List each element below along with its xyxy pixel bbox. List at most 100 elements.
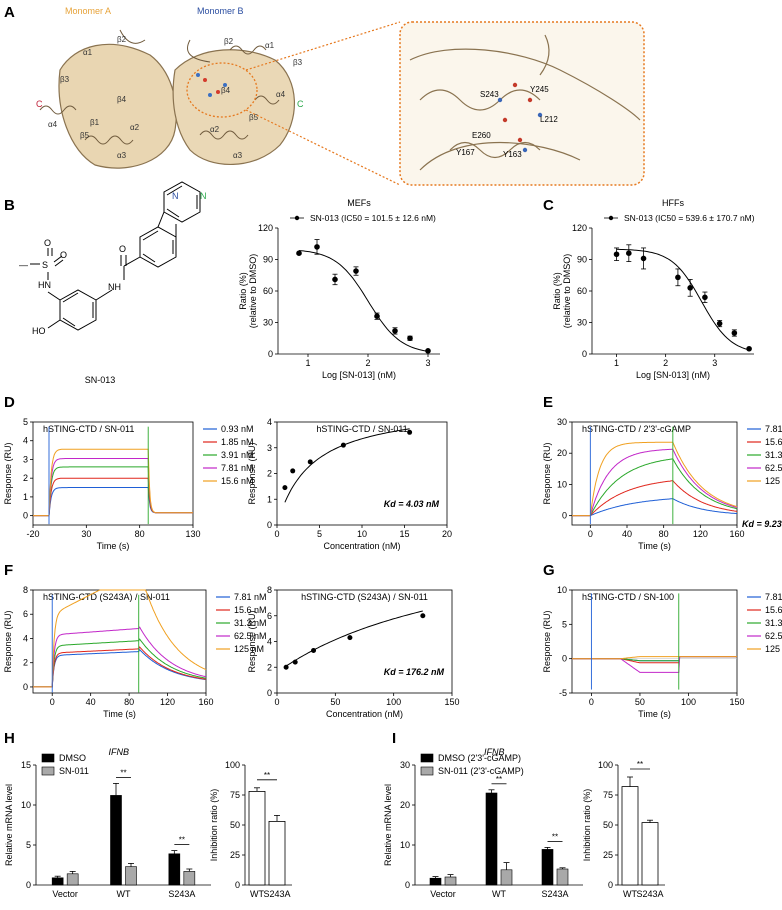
- plot-frame: [32, 421, 194, 526]
- x-tick-label: S243A: [636, 889, 663, 899]
- y-tick-label: 6: [267, 611, 272, 621]
- series-line: [33, 487, 193, 517]
- data-point: [731, 330, 738, 336]
- x-tick-label: 120: [160, 697, 175, 707]
- legend-label: 15.6 nM: [221, 476, 254, 486]
- legend-label: 125 nM: [234, 644, 264, 654]
- y-axis-label: Inhibition ratio (%): [209, 789, 219, 862]
- label-a-a2: α2: [130, 123, 140, 132]
- x-axis-label: Log [SN-013] (nM): [636, 370, 710, 380]
- y-tick-label: 2: [267, 469, 272, 479]
- chart-i-mrna-bars: 0 10 20 30 Relative mRNA level IFNB Vector WT **…: [383, 747, 583, 899]
- y-tick-label: 0: [608, 880, 613, 890]
- data-point: [702, 294, 708, 301]
- residue-y167: Y167: [456, 148, 475, 157]
- fit-curve: [298, 250, 429, 352]
- x-tick-label: 0: [588, 529, 593, 539]
- bar: [444, 876, 457, 886]
- data-point: [392, 328, 398, 334]
- chart-title: hSTING-CTD / SN-100: [582, 592, 674, 602]
- y-tick-label: 0: [405, 880, 410, 890]
- series-line: [572, 656, 737, 660]
- x-axis-label: Time (s): [103, 709, 136, 719]
- y-tick-label: 0: [582, 349, 587, 359]
- x-tick-label: 160: [198, 697, 213, 707]
- y-tick-label: 0: [562, 654, 567, 664]
- legend-label: DMSO (2'3'-cGAMP): [438, 753, 521, 763]
- bar: [429, 877, 442, 886]
- chart-h-inhibition-bars: 0 25 50 75 100 Inhibition ratio (%) WT S243A **: [209, 760, 292, 899]
- legend-label: 1.85 nM: [221, 437, 254, 447]
- bar: [183, 871, 196, 886]
- x-axis-label: Log [SN-013] (nM): [322, 370, 396, 380]
- x-tick-label: S243A: [263, 889, 290, 899]
- x-axis-label: Time (s): [638, 709, 671, 719]
- y-tick-label: 10: [557, 479, 567, 489]
- x-tick-label: 100: [681, 697, 696, 707]
- y-tick-label: 0: [26, 880, 31, 890]
- label-b-b5: β5: [249, 113, 259, 122]
- bar: [541, 849, 554, 886]
- c-terminus-a: C: [36, 99, 43, 109]
- residue-l212: L212: [540, 115, 558, 124]
- data-point: [613, 251, 620, 258]
- label-a-b4: β4: [117, 95, 127, 104]
- legend-swatch: [420, 766, 434, 776]
- legend-label: SN-013 (IC50 = 539.6 ± 170.7 nM): [624, 213, 755, 223]
- y-axis-label-secondary: (relative to DMSO): [248, 254, 258, 329]
- compound-label: SN-013: [85, 375, 116, 385]
- kd-annotation: Kd = 176.2 nM: [384, 667, 445, 677]
- x-tick-label: WT: [492, 889, 506, 899]
- label-b-a3: α3: [233, 151, 243, 160]
- y-tick-label: 100: [598, 760, 613, 770]
- chart-title: hSTING-CTD (S243A) / SN-011: [301, 592, 428, 602]
- x-tick-label: Vector: [52, 889, 78, 899]
- x-tick-label: 80: [135, 529, 145, 539]
- y-tick-label: 20: [557, 448, 567, 458]
- y-tick-label: 20: [400, 800, 410, 810]
- data-point: [425, 348, 431, 354]
- y-tick-label: 30: [263, 318, 273, 328]
- bar: [248, 791, 266, 886]
- y-axis-label-secondary: (relative to DMSO): [562, 254, 572, 329]
- kd-annotation: Kd = 9.23 nM: [742, 519, 782, 529]
- label-a-a3: α3: [117, 151, 127, 160]
- data-point: [716, 320, 723, 327]
- data-point: [283, 664, 289, 670]
- panel-letter-b: B: [4, 197, 15, 214]
- y-tick-label: 75: [230, 790, 240, 800]
- fit-curve: [616, 248, 750, 351]
- legend-label: SN-013 (IC50 = 101.5 ± 12.6 nM): [310, 213, 436, 223]
- y-tick-label: 90: [263, 255, 273, 265]
- svg-text:O: O: [44, 238, 51, 248]
- zoom-box: [399, 21, 645, 186]
- chart-title: hSTING-CTD (S243A) / SN-011: [43, 592, 170, 602]
- y-tick-label: 25: [230, 850, 240, 860]
- x-tick-label: 1: [614, 358, 619, 368]
- x-axis-label: Time (s): [638, 541, 671, 551]
- x-tick-label: 1: [305, 358, 310, 368]
- x-tick-label: WT: [117, 889, 131, 899]
- data-point: [640, 255, 647, 262]
- x-tick-label: 50: [635, 697, 645, 707]
- y-tick-label: 1: [23, 492, 28, 502]
- residue-s243: S243: [480, 90, 499, 99]
- y-axis-label: Inhibition ratio (%): [582, 789, 592, 862]
- legend-label: 7.81 μM: [765, 592, 782, 602]
- series-line: [572, 448, 738, 517]
- significance-marker: **: [264, 771, 270, 780]
- data-point: [407, 335, 413, 342]
- panel-letter-i: I: [392, 730, 396, 747]
- panel-letter-g: G: [543, 562, 555, 579]
- y-tick-label: -5: [559, 688, 567, 698]
- fit-curve: [284, 428, 410, 503]
- y-tick-label: 120: [258, 223, 273, 233]
- legend-label: DMSO: [59, 753, 86, 763]
- panel-letter-h: H: [4, 730, 15, 747]
- y-tick-label: 10: [21, 800, 31, 810]
- y-tick-label: 2: [23, 473, 28, 483]
- y-tick-label: 0: [562, 511, 567, 521]
- bar: [51, 877, 64, 886]
- y-axis-label: Relative mRNA level: [383, 784, 393, 866]
- svg-text:HN: HN: [38, 280, 51, 290]
